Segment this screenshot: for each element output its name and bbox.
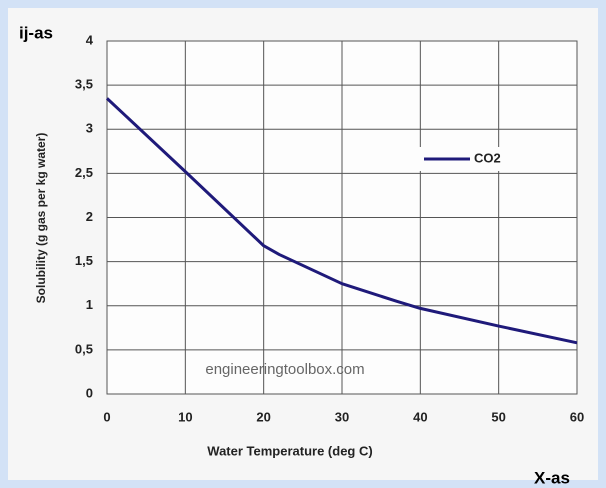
y-tick-label: 2 bbox=[86, 209, 93, 224]
y-tick-label: 3,5 bbox=[75, 77, 93, 92]
y-annotation: ij-as bbox=[19, 23, 53, 42]
line-series bbox=[105, 97, 578, 345]
x-tick-label: 10 bbox=[178, 409, 192, 424]
y-tick-label: 0,5 bbox=[75, 341, 93, 356]
x-tick-label: 60 bbox=[570, 409, 584, 424]
y-tick-label: 1,5 bbox=[75, 253, 93, 268]
y-tick-label: 0 bbox=[86, 385, 93, 400]
x-annotation: X-as bbox=[534, 468, 570, 487]
x-axis-label: Water Temperature (deg C) bbox=[207, 443, 372, 458]
y-tick-label: 2,5 bbox=[75, 165, 93, 180]
watermark: engineeringtoolbox.com bbox=[205, 361, 364, 378]
x-tick-label: 50 bbox=[491, 409, 505, 424]
y-tick-label: 3 bbox=[86, 121, 93, 136]
y-tick-label: 4 bbox=[86, 32, 94, 47]
y-axis-label: Solubility (g gas per kg water) bbox=[34, 133, 48, 304]
y-tick-label: 1 bbox=[86, 297, 93, 312]
x-tick-label: 40 bbox=[413, 409, 427, 424]
x-tick-label: 30 bbox=[335, 409, 349, 424]
legend-label: CO2 bbox=[474, 150, 501, 165]
x-tick-label: 20 bbox=[256, 409, 270, 424]
x-tick-label: 0 bbox=[103, 409, 110, 424]
